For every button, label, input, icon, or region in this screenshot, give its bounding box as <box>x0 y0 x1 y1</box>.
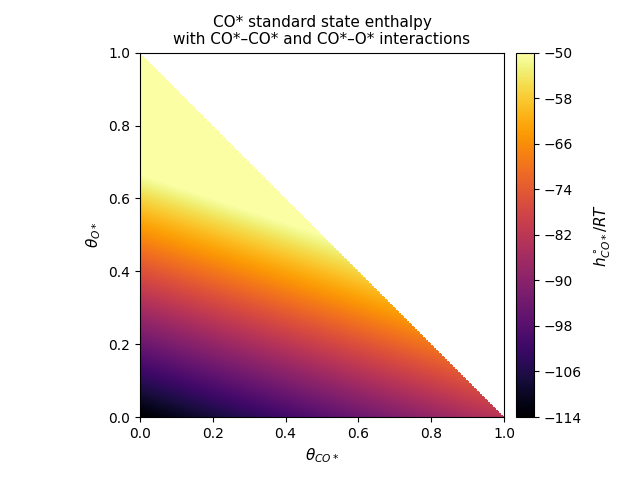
X-axis label: $\theta_{CO*}$: $\theta_{CO*}$ <box>305 446 339 465</box>
Y-axis label: $h^\circ_{CO*}/RT$: $h^\circ_{CO*}/RT$ <box>593 203 613 266</box>
Y-axis label: $\theta_{O*}$: $\theta_{O*}$ <box>84 221 102 248</box>
Title: CO* standard state enthalpy
with CO*–CO* and CO*–O* interactions: CO* standard state enthalpy with CO*–CO*… <box>173 15 470 48</box>
